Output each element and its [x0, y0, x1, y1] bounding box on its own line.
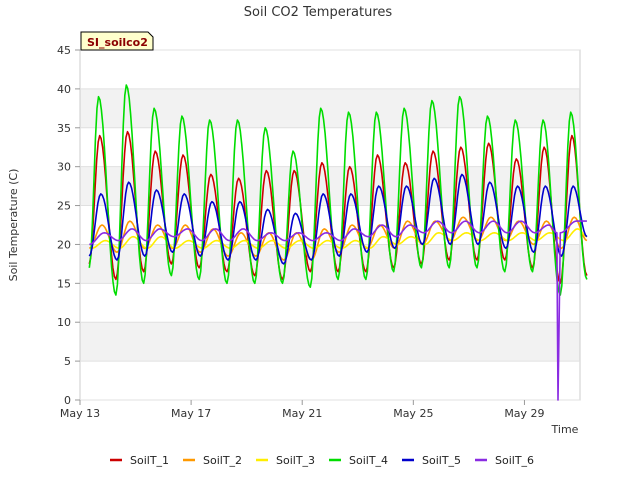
x-tick-label: May 29 — [504, 407, 544, 420]
plot-background-bands — [80, 88, 580, 362]
chart-title: Soil CO2 Temperatures — [244, 5, 393, 20]
y-tick-label: 30 — [57, 161, 71, 174]
y-tick-label: 5 — [64, 355, 71, 368]
site-label-box — [80, 31, 154, 51]
series-line-soilt-5 — [88, 173, 588, 265]
grid-band — [80, 88, 580, 128]
site-label-text: SI_soilco2 — [87, 36, 148, 49]
legend-label: SoilT_6 — [495, 454, 534, 467]
y-tick-label: 20 — [57, 238, 71, 251]
y-tick-label: 35 — [57, 122, 71, 135]
x-axis-title: Time — [551, 423, 579, 436]
grid-band — [80, 322, 580, 362]
legend-label: SoilT_5 — [422, 454, 461, 467]
y-tick-label: 15 — [57, 277, 71, 290]
legend: SoilT_1 SoilT_2 SoilT_3 SoilT_4 SoilT_5 SoilT… — [110, 454, 534, 467]
legend-label: SoilT_3 — [276, 454, 315, 467]
site-label-badge: SI_soilco2 — [80, 31, 154, 51]
y-tick-label: 45 — [57, 44, 71, 57]
legend-label: SoilT_2 — [203, 454, 242, 467]
series-line-soilt-4 — [88, 84, 588, 296]
y-tick-label: 25 — [57, 200, 71, 213]
legend-label: SoilT_4 — [349, 454, 388, 467]
x-tick-label: May 13 — [60, 407, 100, 420]
series-line-soilt-1 — [88, 130, 588, 285]
y-tick-label: 0 — [64, 394, 71, 407]
y-axis: 0 5 10 15 20 25 30 35 40 45 — [57, 44, 580, 407]
y-axis-title: Soil Temperature (C) — [7, 169, 20, 282]
series-line-soilt-6 — [89, 220, 587, 401]
x-axis: May 13 May 17 May 21 May 25 May 29 — [60, 400, 545, 420]
x-tick-label: May 21 — [282, 407, 322, 420]
y-tick-label: 40 — [57, 83, 71, 96]
legend-label: SoilT_1 — [130, 454, 169, 467]
grid-band — [80, 244, 580, 284]
x-tick-label: May 17 — [171, 407, 211, 420]
series-lines — [88, 84, 588, 401]
x-tick-label: May 25 — [393, 407, 433, 420]
y-tick-label: 10 — [57, 316, 71, 329]
